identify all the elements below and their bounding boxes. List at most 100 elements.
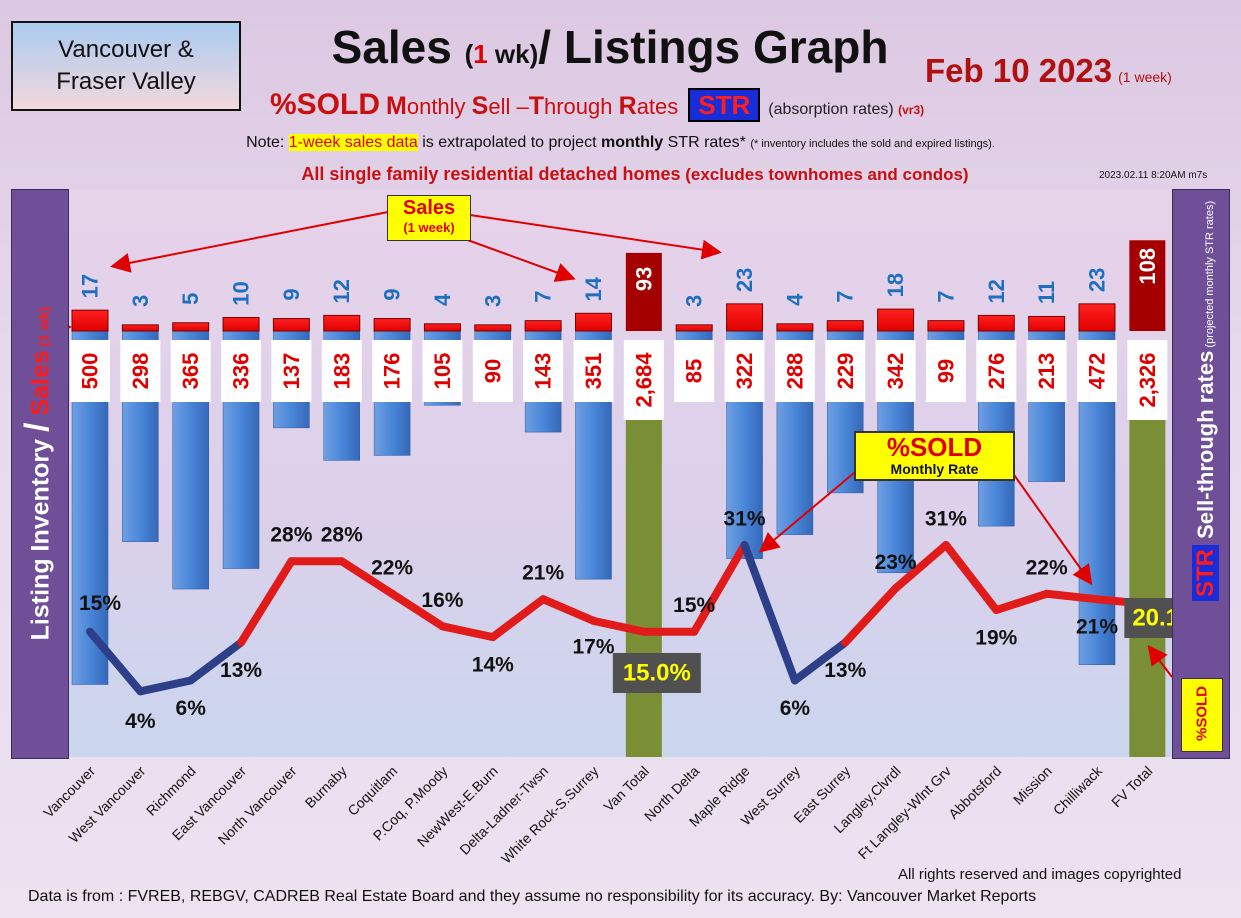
sales-bar-total xyxy=(625,252,662,331)
right-label-small: (projected monthly STR rates) xyxy=(1204,200,1216,351)
note-highlight: 1-week sales data xyxy=(288,134,418,151)
str-line-segment xyxy=(388,589,447,631)
sales-bar xyxy=(222,317,260,332)
left-axis-panel xyxy=(11,189,69,759)
sales-bar xyxy=(1028,315,1066,332)
category-label: Burnaby xyxy=(302,763,350,811)
str-line-segment xyxy=(438,622,497,642)
listing-value-label: 2,326 xyxy=(1135,352,1160,407)
str-label: 31% xyxy=(925,507,967,530)
sold-callout-sub: Monthly Rate xyxy=(890,461,979,477)
str-label: 28% xyxy=(321,524,363,547)
str-label: 6% xyxy=(176,697,207,720)
str-label: 14% xyxy=(472,654,514,677)
homes-tag: (excludes townhomes and condos) xyxy=(680,165,969,184)
listing-label-box xyxy=(774,340,815,402)
date-block: Feb 10 2023 (1 week) xyxy=(925,52,1172,90)
title-week-number: 1 xyxy=(473,39,488,69)
listing-value-label: 342 xyxy=(883,353,908,390)
sales-bar xyxy=(474,324,512,332)
str-label: 15% xyxy=(673,594,715,617)
str-line-segment xyxy=(237,557,296,647)
right-label-str: STR xyxy=(1192,545,1219,601)
sales-value-label: 4 xyxy=(430,293,455,306)
note-suffix: STR rates* xyxy=(663,134,751,151)
listing-value-label: 90 xyxy=(480,359,505,383)
str-line-segment xyxy=(941,540,1001,615)
category-label: Van Total xyxy=(600,763,652,815)
str-label: 4% xyxy=(125,710,156,733)
sold-arrow-3 xyxy=(1147,644,1173,678)
sales-bar xyxy=(423,323,461,332)
listing-value-label: 2,684 xyxy=(631,352,656,408)
note-bold: monthly xyxy=(600,134,664,151)
listing-label-box xyxy=(120,340,161,402)
sales-arrow-1 xyxy=(110,211,389,273)
homes-main: All single family residential detached h… xyxy=(301,164,681,184)
sales-value-label: 3 xyxy=(682,295,707,307)
listing-label-box xyxy=(221,340,262,402)
listing-value-label: 183 xyxy=(329,353,354,390)
str-label: 16% xyxy=(421,589,463,612)
sales-value-label: 4 xyxy=(782,293,807,306)
listing-label-box xyxy=(573,340,614,402)
str-label: 6% xyxy=(780,697,811,720)
title-part-1: Sales xyxy=(331,21,452,73)
sales-bar xyxy=(373,318,411,332)
listing-label-box xyxy=(170,340,211,402)
listing-label-box xyxy=(623,340,664,420)
sales-value-label: 17 xyxy=(78,274,103,298)
category-label: White Rock-S.Surrey xyxy=(498,763,602,867)
region-box: Vancouver & Fraser Valley xyxy=(11,21,241,111)
listing-label-box xyxy=(976,340,1017,402)
listing-label-box xyxy=(875,340,916,402)
str-line-segment xyxy=(86,627,145,696)
sales-bar xyxy=(877,308,915,332)
left-label-sales: Sales xyxy=(26,350,55,423)
listing-label-box xyxy=(523,340,564,402)
str-label: 23% xyxy=(875,551,917,574)
sales-value-label: 11 xyxy=(1034,281,1059,304)
listing-label-box xyxy=(271,340,312,402)
sales-bar xyxy=(524,320,562,332)
subtitle-absorption: (absorption rates) xyxy=(768,101,894,118)
str-line-segment xyxy=(992,589,1051,615)
subtitle-rates: Monthly Sell –Through Rates xyxy=(386,92,678,120)
str-line-segment xyxy=(589,616,648,636)
str-line-segment xyxy=(186,638,246,685)
sold-arrow-2 xyxy=(1011,471,1093,586)
right-label-text: Sell-through rates xyxy=(1193,350,1218,545)
sales-bar xyxy=(675,324,713,332)
subtitle-version: (vr3) xyxy=(898,103,925,117)
left-axis-label: Listing Inventory / Sales (1 wk) xyxy=(19,189,58,759)
sales-callout-sub: (1 week) xyxy=(403,220,455,235)
rates-s: S xyxy=(471,92,489,120)
listing-value-label: 85 xyxy=(682,359,707,383)
note-line: Note: 1-week sales data is extrapolated … xyxy=(0,134,1241,152)
rates-m: M xyxy=(386,92,407,120)
sales-value-label: 12 xyxy=(329,279,354,303)
note-small: (* inventory includes the sold and expir… xyxy=(750,138,995,150)
sales-value-label: 7 xyxy=(531,291,556,303)
listing-label-box xyxy=(372,340,413,402)
sales-callout: Sales (1 week) xyxy=(387,195,471,241)
listing-label-box xyxy=(724,340,765,402)
listing-value-label: 298 xyxy=(128,353,153,390)
str-total-label: 15.0% xyxy=(623,660,691,687)
category-label: Ft Langley-Wlnt Grv xyxy=(855,763,954,862)
listing-value-label: 351 xyxy=(581,353,606,390)
timestamp: 2023.02.11 8:20AM m7s xyxy=(1099,170,1208,181)
sales-bar xyxy=(726,303,764,332)
listing-value-label: 176 xyxy=(380,353,405,390)
listing-label-box xyxy=(825,340,866,402)
str-line-segment xyxy=(337,557,397,598)
str-line-segment xyxy=(690,540,749,636)
listing-label-box xyxy=(472,340,513,402)
listing-value-label: 472 xyxy=(1085,353,1110,390)
left-label-week: (1 wk) xyxy=(35,306,52,351)
listing-bar-total xyxy=(1129,415,1166,757)
region-line-1: Vancouver & xyxy=(58,36,194,63)
listing-label-box xyxy=(925,340,966,402)
